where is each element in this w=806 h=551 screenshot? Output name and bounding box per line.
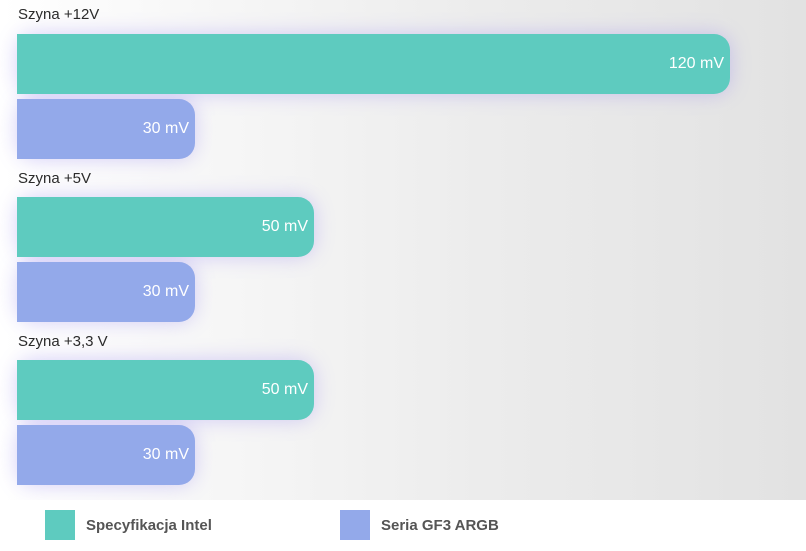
bar-intel-12v: 120 mV xyxy=(17,34,730,94)
bar-gf3-12v: 30 mV xyxy=(17,99,195,159)
category-label-12v: Szyna +12V xyxy=(18,6,100,23)
bar-intel-5v: 50 mV xyxy=(17,197,314,257)
bar-value-label: 120 mV xyxy=(668,55,724,72)
bar-value-label: 30 mV xyxy=(142,446,189,463)
category-label-3v3: Szyna +3,3 V xyxy=(18,333,108,350)
legend-swatch-intel xyxy=(45,510,75,540)
legend-swatch-gf3 xyxy=(340,510,370,540)
legend-item-gf3: Seria GF3 ARGB xyxy=(340,510,499,540)
bar-intel-3v3: 50 mV xyxy=(17,360,314,420)
bar-value-label: 30 mV xyxy=(142,120,189,137)
legend-item-intel: Specyfikacja Intel xyxy=(45,510,212,540)
chart-area: Szyna +12V 120 mV 30 mV Szyna +5V 50 mV … xyxy=(0,0,806,500)
legend-label-intel: Specyfikacja Intel xyxy=(86,516,212,534)
bar-value-label: 30 mV xyxy=(142,283,189,300)
legend: Specyfikacja Intel Seria GF3 ARGB xyxy=(0,500,806,551)
bar-gf3-5v: 30 mV xyxy=(17,262,195,322)
bar-gf3-3v3: 30 mV xyxy=(17,425,195,485)
bar-value-label: 50 mV xyxy=(261,218,308,235)
legend-label-gf3: Seria GF3 ARGB xyxy=(381,516,499,534)
bar-value-label: 50 mV xyxy=(261,381,308,398)
category-label-5v: Szyna +5V xyxy=(18,170,91,187)
